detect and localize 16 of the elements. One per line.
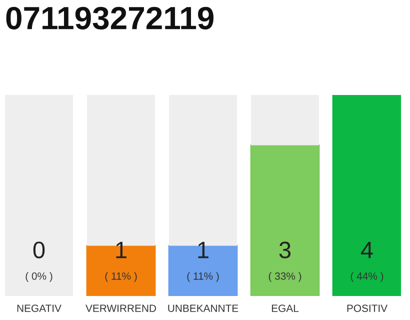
data-label: 3 xyxy=(279,242,291,258)
annotation: ( 11% ) xyxy=(187,272,219,282)
x-tick-label: UNBEKANNTE xyxy=(168,304,238,312)
data-label: 1 xyxy=(198,242,208,258)
x-tick-label: EGAL xyxy=(272,304,299,312)
annotation: ( 11% ) xyxy=(105,272,137,282)
x-tick-label: POSITIV xyxy=(347,304,388,312)
data-label: 4 xyxy=(360,242,373,258)
chart-title: 071193272119 xyxy=(6,6,214,30)
data-label: 0 xyxy=(33,242,45,258)
annotation: ( 33% ) xyxy=(268,272,302,282)
data-label: 1 xyxy=(116,242,126,258)
x-tick-label: VERWIRREND xyxy=(86,304,156,312)
x-tick-label: NEGATIV xyxy=(17,304,62,312)
annotation: ( 44% ) xyxy=(350,272,384,282)
annotation: ( 0% ) xyxy=(26,272,52,282)
